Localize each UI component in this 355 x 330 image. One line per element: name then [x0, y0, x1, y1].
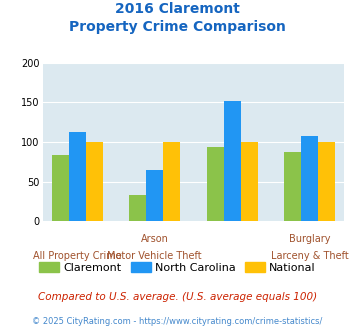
Bar	[207, 148, 224, 221]
Bar	[241, 142, 258, 221]
Text: Motor Vehicle Theft: Motor Vehicle Theft	[108, 251, 202, 261]
Text: Arson: Arson	[141, 234, 169, 244]
Text: © 2025 CityRating.com - https://www.cityrating.com/crime-statistics/: © 2025 CityRating.com - https://www.city…	[32, 317, 323, 326]
Legend: Claremont, North Carolina, National: Claremont, North Carolina, National	[35, 258, 320, 278]
Bar	[318, 142, 335, 221]
Bar	[224, 101, 241, 221]
Bar	[129, 195, 146, 221]
Bar	[69, 132, 86, 221]
Bar	[163, 142, 180, 221]
Bar	[52, 154, 69, 221]
Text: Compared to U.S. average. (U.S. average equals 100): Compared to U.S. average. (U.S. average …	[38, 292, 317, 302]
Bar	[146, 170, 163, 221]
Text: All Property Crime: All Property Crime	[33, 251, 122, 261]
Bar	[284, 152, 301, 221]
Text: Larceny & Theft: Larceny & Theft	[271, 251, 348, 261]
Text: Property Crime Comparison: Property Crime Comparison	[69, 20, 286, 34]
Bar	[301, 136, 318, 221]
Bar	[86, 142, 103, 221]
Text: Burglary: Burglary	[289, 234, 330, 244]
Text: 2016 Claremont: 2016 Claremont	[115, 2, 240, 16]
